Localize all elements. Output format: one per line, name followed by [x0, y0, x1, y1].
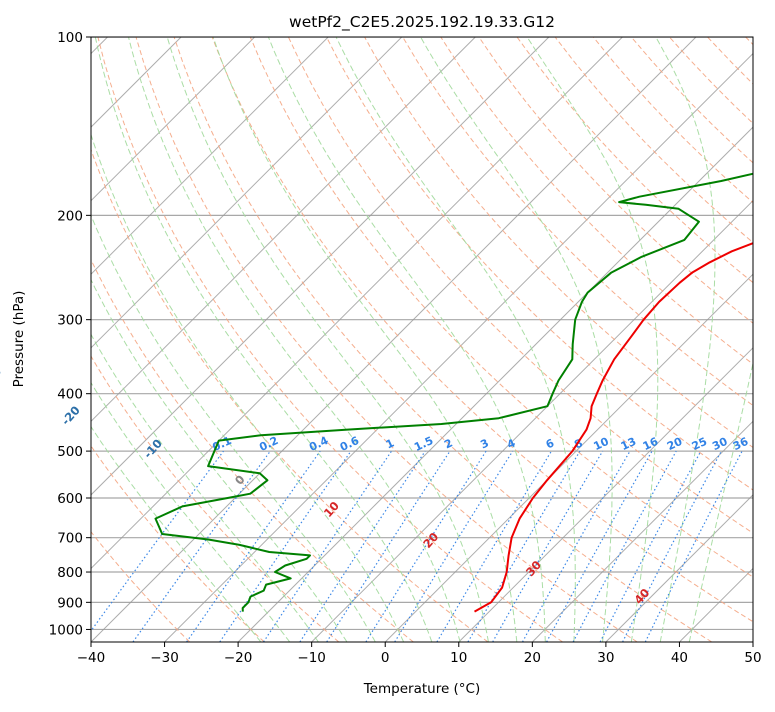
x-tick-label: 30	[597, 650, 614, 666]
y-tick-label: 500	[57, 444, 83, 460]
x-tick-label: 40	[671, 650, 688, 666]
x-tick-label: 0	[381, 650, 390, 666]
y-tick-label: 600	[57, 491, 83, 507]
x-tick-label: −40	[77, 650, 106, 666]
x-tick-label: 10	[450, 650, 467, 666]
y-tick-label: 400	[57, 387, 83, 403]
x-tick-label: −30	[150, 650, 179, 666]
y-tick-label: 300	[57, 313, 83, 329]
x-tick-label: −20	[224, 650, 253, 666]
x-tick-label: −10	[297, 650, 326, 666]
y-tick-label: 1000	[49, 622, 83, 638]
y-axis-label: Pressure (hPa)	[11, 291, 27, 388]
x-tick-label: 50	[744, 650, 761, 666]
chart-title: wetPf2_C2E5.2025.192.19.33.G12	[289, 13, 555, 32]
y-tick-label: 800	[57, 565, 83, 581]
x-tick-label: 20	[524, 650, 541, 666]
y-tick-label: 900	[57, 595, 83, 611]
y-tick-label: 100	[57, 30, 83, 46]
y-tick-label: 200	[57, 208, 83, 224]
y-tick-label: 700	[57, 531, 83, 547]
x-axis-label: Temperature (°C)	[363, 681, 481, 697]
